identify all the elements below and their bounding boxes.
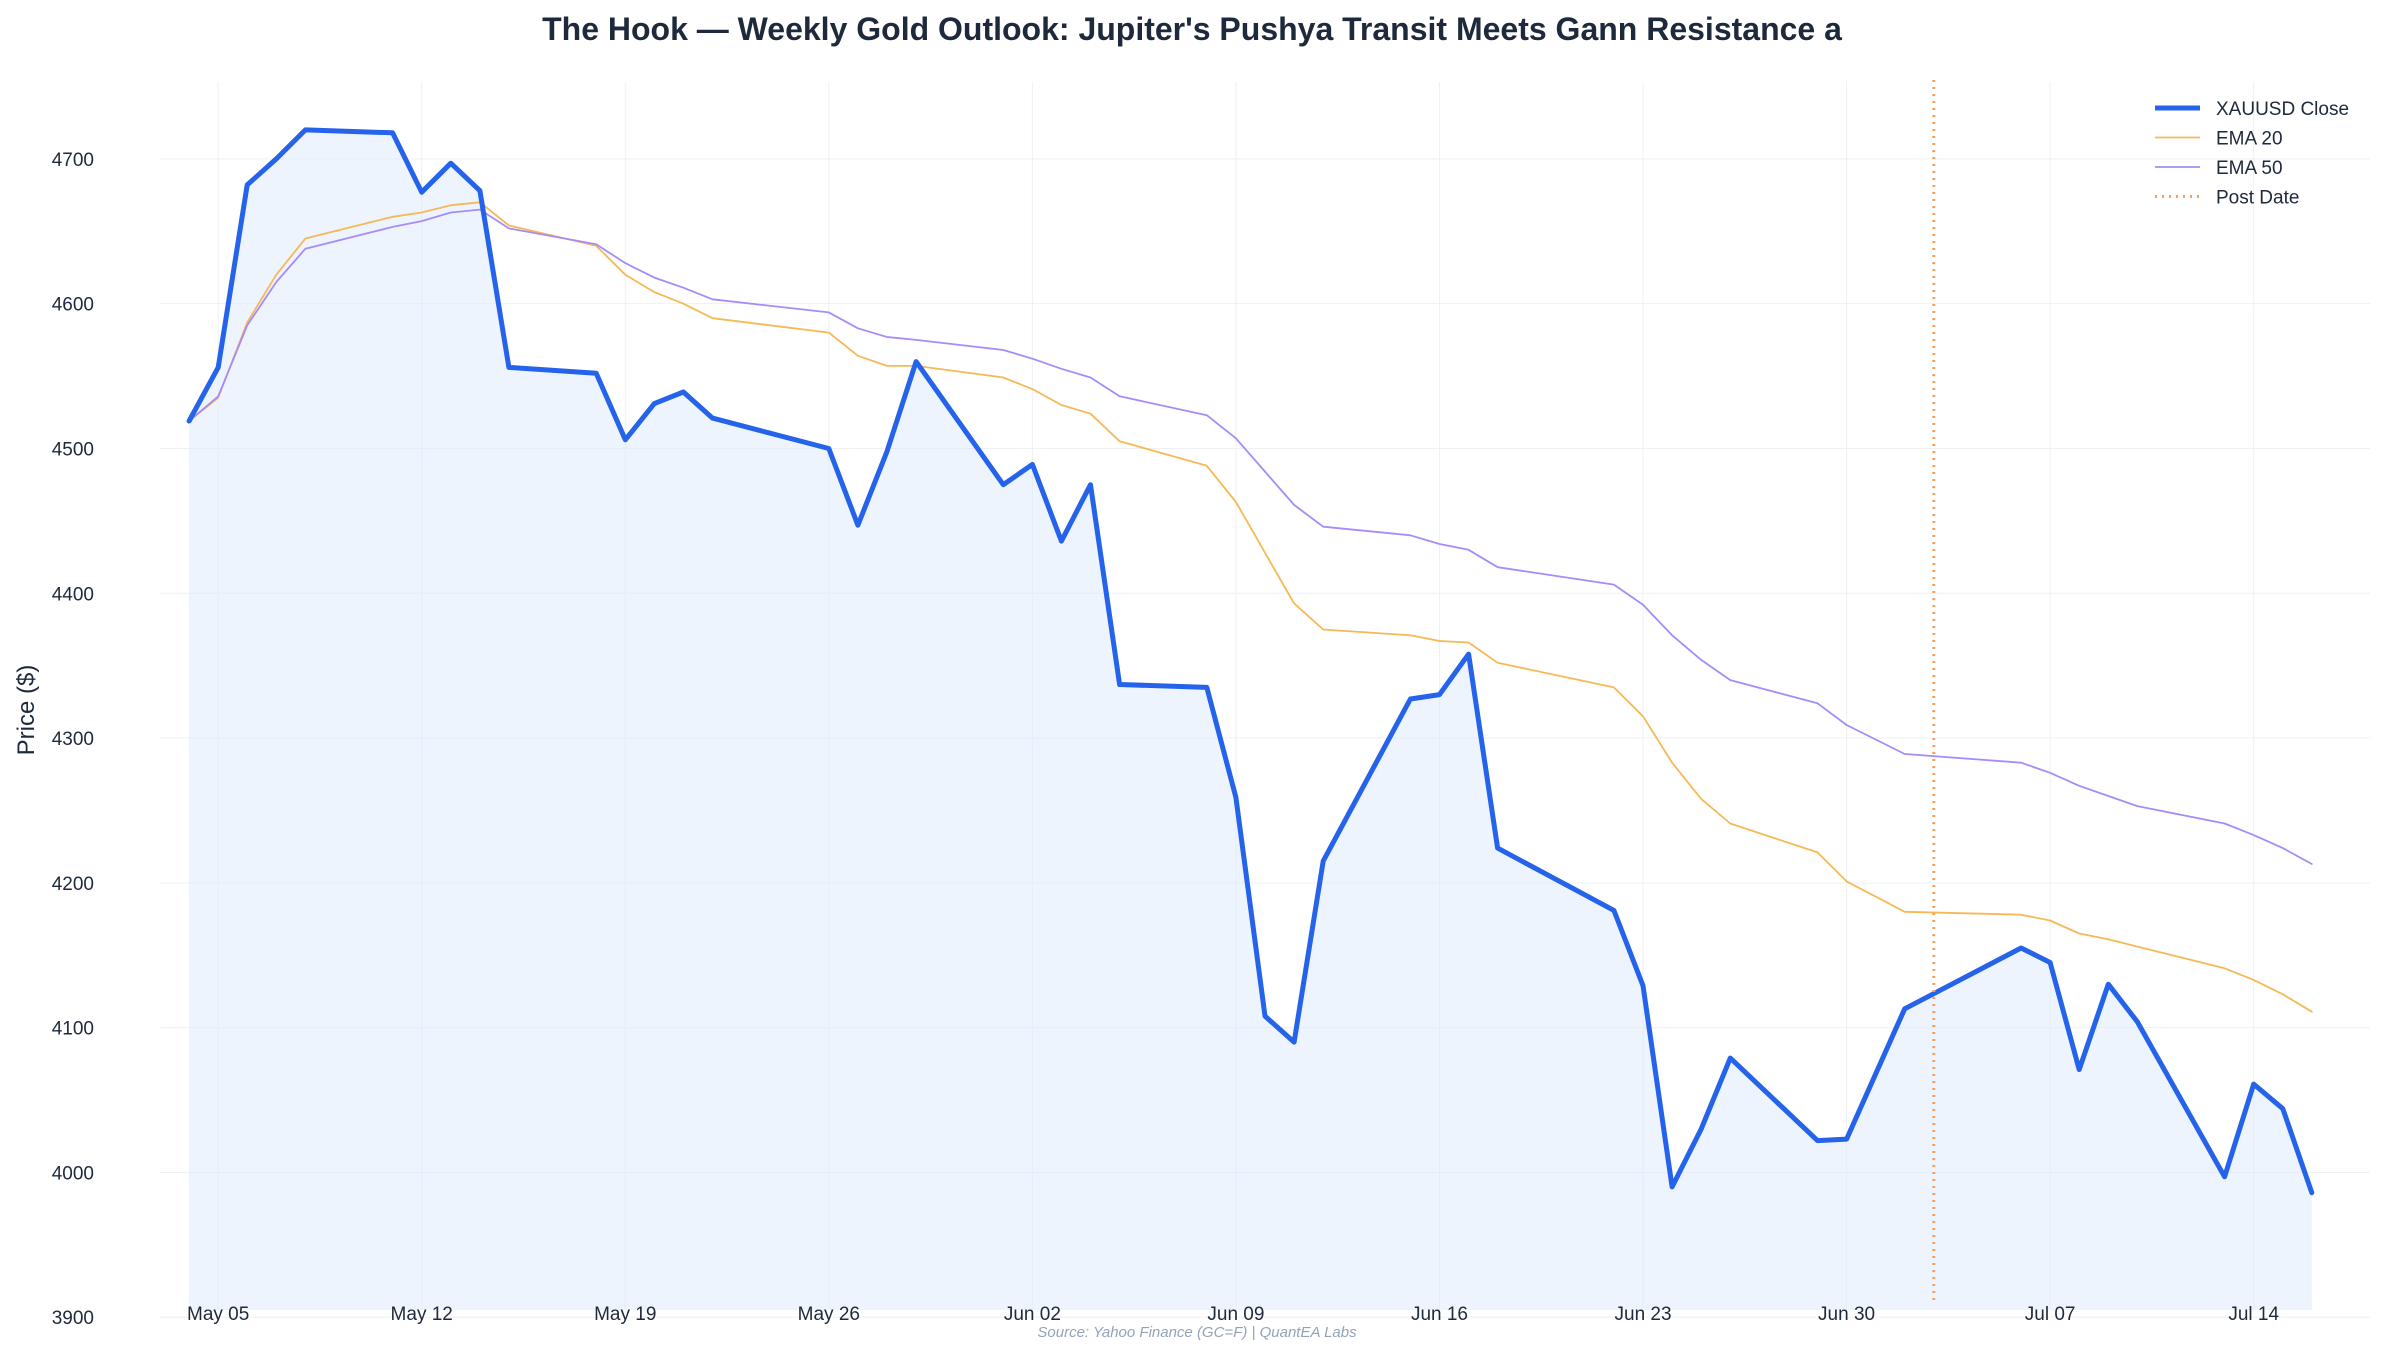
close-area-fill: [189, 129, 2312, 1310]
legend-label: EMA 20: [2216, 129, 2283, 150]
y-tick-label: 4400: [52, 584, 94, 605]
y-tick-label: 4000: [52, 1163, 94, 1184]
x-tick-label: Jun 30: [1818, 1304, 1875, 1325]
y-tick-label: 4700: [52, 150, 94, 171]
x-tick-label: May 19: [594, 1304, 656, 1325]
x-axis-ticks: May 05 May 12 May 19 May 26 Jun 02 Jun 09 Jun …: [187, 1304, 2279, 1325]
legend-label: XAUUSD Close: [2216, 99, 2349, 120]
y-tick-label: 4500: [52, 439, 94, 460]
x-tick-label: Jul 07: [2025, 1304, 2076, 1325]
series-lines: [186, 127, 2315, 1196]
y-tick-label: 4100: [52, 1019, 94, 1040]
y-tick-label: 4600: [52, 295, 94, 316]
y-tick-label: 4200: [52, 874, 94, 895]
y-axis-ticks: 3900 4000 4100 4200 4300 4400 4500 4600 4700: [52, 150, 94, 1329]
source-note: Source: Yahoo Finance (GC=F) | QuantEA L…: [1037, 1324, 1357, 1341]
x-tick-label: May 26: [798, 1304, 860, 1325]
legend-label: Post Date: [2216, 188, 2299, 209]
legend-label: EMA 50: [2216, 158, 2283, 179]
x-tick-label: Jun 16: [1411, 1304, 1468, 1325]
y-axis-label: Price ($): [13, 665, 40, 756]
x-tick-label: Jun 23: [1615, 1304, 1672, 1325]
area-fill: [189, 129, 2312, 1310]
y-tick-label: 4300: [52, 729, 94, 750]
x-tick-label: Jul 14: [2228, 1304, 2279, 1325]
x-tick-label: Jun 09: [1207, 1304, 1264, 1325]
x-tick-label: Jun 02: [1004, 1304, 1061, 1325]
xauusd-close-line: [186, 127, 2315, 1196]
chart-title: The Hook — Weekly Gold Outlook: Jupiter'…: [542, 11, 1842, 47]
x-tick-label: May 12: [391, 1304, 453, 1325]
legend: XAUUSD Close EMA 20 EMA 50 Post Date: [2155, 99, 2349, 209]
x-tick-label: May 05: [187, 1304, 249, 1325]
y-tick-label: 3900: [52, 1308, 94, 1329]
